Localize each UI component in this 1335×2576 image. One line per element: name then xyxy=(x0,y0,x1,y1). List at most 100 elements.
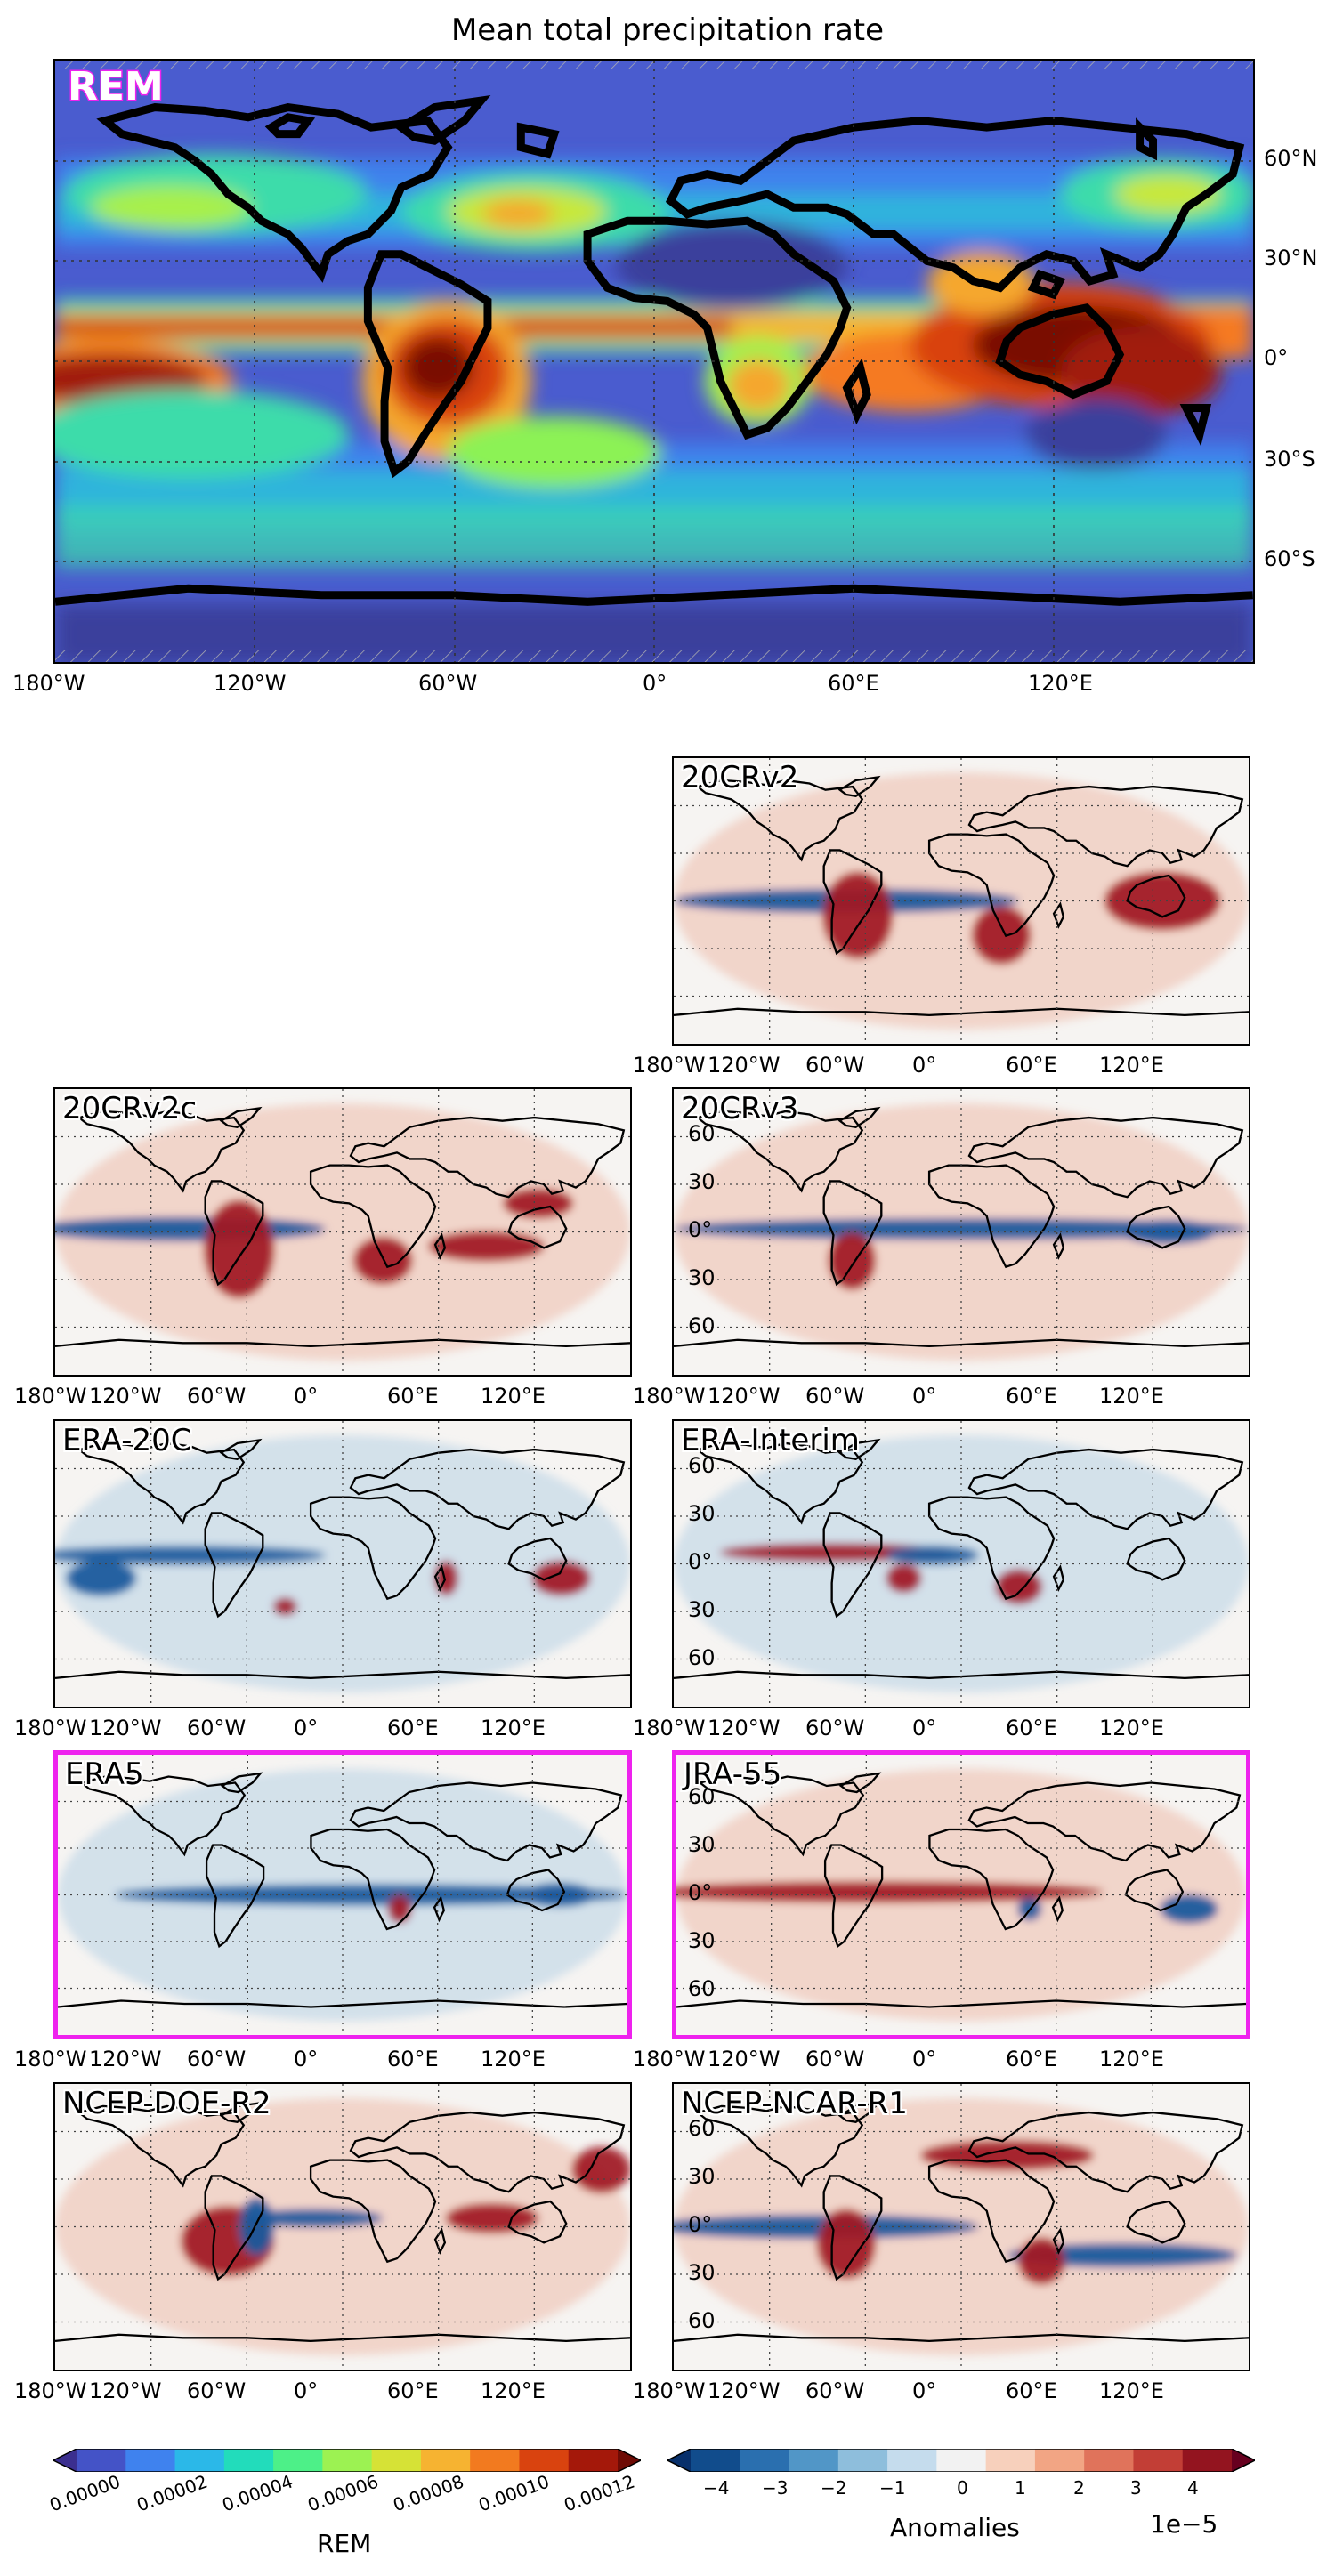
main-lat-tick: 60°N xyxy=(1264,146,1318,171)
figure-title: Mean total precipitation rate xyxy=(450,12,885,48)
rem-map xyxy=(55,61,1253,662)
main-lon-tick: 120°E xyxy=(1028,671,1093,696)
rem-map-panel: REM xyxy=(53,59,1255,664)
panel-lat-tick: 60 xyxy=(688,1313,716,1338)
panel-lat-tick: 60 xyxy=(688,2116,716,2141)
panel-lon-tick: 60°W xyxy=(805,1384,865,1409)
panel-lon-tick: 60°E xyxy=(1006,2378,1057,2403)
anomaly-panel: ERA-20C xyxy=(53,1419,632,1708)
rem-cbar-tick: 0.00010 xyxy=(475,2470,553,2516)
panel-label: 20CRv2c xyxy=(62,1091,198,1126)
rem-cbar-tick: 0.00004 xyxy=(219,2470,296,2516)
main-lon-tick: 0° xyxy=(643,671,668,696)
panel-lon-tick: 60°W xyxy=(805,1716,865,1740)
colorbar-extend-high xyxy=(1232,2449,1255,2472)
panel-lon-tick: 0° xyxy=(294,2378,319,2403)
rem-cbar-tick: 0.00000 xyxy=(46,2470,124,2516)
panel-lon-tick: 60°W xyxy=(805,1053,865,1078)
panel-lon-tick: 0° xyxy=(294,1384,319,1409)
colorbar-segment xyxy=(420,2449,471,2472)
colorbar-segment xyxy=(1034,2449,1085,2472)
anom-cbar-tick: 3 xyxy=(1130,2477,1142,2499)
panel-lon-tick: 120°W xyxy=(708,2378,781,2403)
panel-lat-tick: 60 xyxy=(688,1976,716,2001)
colorbar-segment xyxy=(322,2449,373,2472)
panel-lon-tick: 60°W xyxy=(187,2378,247,2403)
panel-lon-tick: 120°E xyxy=(481,1384,546,1409)
panel-lat-tick: 30 xyxy=(688,2260,716,2285)
colorbar-segment xyxy=(371,2449,422,2472)
panel-lat-tick: 0° xyxy=(688,2212,713,2237)
colorbar-segment xyxy=(887,2449,937,2472)
main-lat-tick: 30°N xyxy=(1264,246,1318,271)
panel-lon-tick: 120°E xyxy=(1099,1053,1164,1078)
panel-lon-tick: 180°W xyxy=(633,1384,706,1409)
colorbar-extend-low xyxy=(53,2449,77,2472)
panel-lat-tick: 0° xyxy=(688,1880,713,1905)
panel-label: 20CRv3 xyxy=(681,1091,799,1126)
panel-lon-tick: 120°E xyxy=(1099,2047,1164,2071)
colorbar-segment xyxy=(789,2449,839,2472)
panel-lon-tick: 60°E xyxy=(1006,1716,1057,1740)
panel-lon-tick: 0° xyxy=(294,2047,319,2071)
panel-lon-tick: 0° xyxy=(912,1716,937,1740)
anomaly-map xyxy=(674,1089,1249,1375)
panel-lat-tick: 0° xyxy=(688,1217,713,1242)
main-lon-tick: 180°W xyxy=(12,671,85,696)
panel-lon-tick: 120°E xyxy=(481,2378,546,2403)
main-lon-tick: 60°E xyxy=(828,671,879,696)
colorbar-segment xyxy=(691,2449,740,2472)
panel-lon-tick: 120°W xyxy=(708,1053,781,1078)
panel-lon-tick: 120°W xyxy=(89,1716,162,1740)
panel-lon-tick: 120°W xyxy=(708,1384,781,1409)
panel-lat-tick: 30 xyxy=(688,1597,716,1622)
panel-lon-tick: 120°E xyxy=(1099,1384,1164,1409)
panel-lat-tick: 60 xyxy=(688,1645,716,1670)
main-lat-tick: 30°S xyxy=(1264,447,1315,472)
panel-lat-tick: 30 xyxy=(688,1501,716,1526)
panel-lon-tick: 60°W xyxy=(187,1716,247,1740)
anomaly-map xyxy=(58,1755,627,2035)
main-lat-tick: 60°S xyxy=(1264,546,1315,571)
anom-cbar-tick: 1 xyxy=(1015,2477,1026,2499)
panel-label: JRA-55 xyxy=(684,1756,782,1792)
anomaly-panel: NCEP-DOE-R2 xyxy=(53,2082,632,2371)
anomaly-map xyxy=(55,2084,630,2370)
panel-label: ERA-Interim xyxy=(681,1423,860,1458)
panel-label: ERA5 xyxy=(65,1756,144,1792)
panel-lat-tick: 30 xyxy=(688,1169,716,1194)
main-lon-tick: 120°W xyxy=(214,671,287,696)
panel-lon-tick: 120°W xyxy=(89,2047,162,2071)
rem-cbar-tick: 0.00008 xyxy=(390,2470,467,2516)
panel-label: 20CRv2 xyxy=(681,760,799,795)
colorbar-segment xyxy=(985,2449,1036,2472)
anomaly-panel: ERA5 xyxy=(53,1750,632,2039)
panel-lon-tick: 120°E xyxy=(481,2047,546,2071)
anomaly-panel: 20CRv2 xyxy=(672,756,1250,1046)
panel-lon-tick: 0° xyxy=(912,1053,937,1078)
colorbar-segment xyxy=(174,2449,225,2472)
anomaly-colorbar xyxy=(668,2449,1255,2472)
anom-cbar-tick: −4 xyxy=(703,2477,730,2499)
panel-lon-tick: 120°E xyxy=(481,1716,546,1740)
panel-lon-tick: 120°W xyxy=(708,1716,781,1740)
panel-lon-tick: 180°W xyxy=(14,1384,87,1409)
anomaly-map xyxy=(674,758,1249,1044)
anom-cbar-tick: −1 xyxy=(879,2477,906,2499)
rem-cbar-tick: 0.00012 xyxy=(561,2470,638,2516)
colorbar-segment xyxy=(568,2449,619,2472)
rem-label: REM xyxy=(67,63,166,111)
panel-lon-tick: 60°E xyxy=(1006,1053,1057,1078)
panel-lon-tick: 0° xyxy=(912,1384,937,1409)
colorbar-segment xyxy=(223,2449,274,2472)
panel-lon-tick: 60°W xyxy=(187,1384,247,1409)
panel-lon-tick: 180°W xyxy=(14,2378,87,2403)
anomaly-panel: JRA-55 xyxy=(672,1750,1250,2039)
colorbar-segment xyxy=(519,2449,570,2472)
panel-lon-tick: 120°E xyxy=(1099,1716,1164,1740)
colorbar-segment xyxy=(936,2449,987,2472)
panel-lon-tick: 180°W xyxy=(633,2047,706,2071)
anomaly-panel: 20CRv2c xyxy=(53,1087,632,1377)
panel-lon-tick: 120°E xyxy=(1099,2378,1164,2403)
panel-lon-tick: 60°E xyxy=(387,1716,439,1740)
